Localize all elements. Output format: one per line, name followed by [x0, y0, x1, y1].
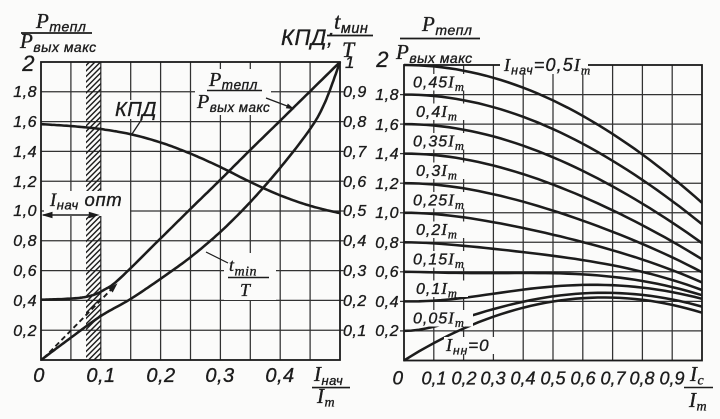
- svg-text:0,2: 0,2: [343, 293, 367, 310]
- svg-text:0,2: 0,2: [375, 323, 399, 340]
- svg-text:0,4: 0,4: [375, 294, 399, 311]
- svg-text:0,3: 0,3: [480, 369, 505, 389]
- svg-text:Iнач=0,5Im: Iнач=0,5Im: [503, 55, 591, 78]
- svg-text:0,5: 0,5: [343, 203, 367, 220]
- svg-text:КПД: КПД: [115, 99, 157, 121]
- svg-text:0,4Im: 0,4Im: [416, 102, 458, 124]
- svg-text:Pвых макс: Pвых макс: [196, 91, 270, 115]
- svg-text:0,2: 0,2: [146, 365, 175, 387]
- svg-text:1,0: 1,0: [375, 205, 399, 222]
- svg-text:0,6: 0,6: [13, 263, 37, 280]
- svg-text:0,1: 0,1: [86, 365, 115, 387]
- svg-text:0,8: 0,8: [13, 233, 37, 250]
- svg-text:0,8: 0,8: [629, 369, 654, 389]
- svg-text:0,9: 0,9: [659, 369, 684, 389]
- svg-text:1,8: 1,8: [13, 84, 37, 101]
- svg-text:0,6: 0,6: [343, 174, 367, 191]
- svg-text:0,2: 0,2: [451, 369, 476, 389]
- svg-text:0,1: 0,1: [421, 369, 446, 389]
- svg-text:Pтепл: Pтепл: [208, 69, 258, 93]
- svg-text:0,6: 0,6: [375, 264, 399, 281]
- svg-text:T: T: [342, 37, 356, 62]
- svg-text:0: 0: [392, 369, 403, 390]
- svg-text:0,9: 0,9: [343, 84, 367, 101]
- svg-text:0,7: 0,7: [600, 369, 626, 389]
- svg-text:1,6: 1,6: [375, 117, 399, 134]
- svg-text:2: 2: [375, 47, 389, 72]
- svg-text:0,5: 0,5: [540, 369, 566, 389]
- svg-text:1,2: 1,2: [375, 176, 399, 193]
- svg-text:1,4: 1,4: [13, 144, 37, 161]
- svg-text:1,6: 1,6: [13, 114, 37, 131]
- svg-text:0,7: 0,7: [343, 144, 367, 161]
- svg-text:Pтепл: Pтепл: [35, 9, 86, 35]
- svg-text:0,8: 0,8: [343, 114, 367, 131]
- svg-text:Pвых макс: Pвых макс: [19, 29, 97, 55]
- svg-text:0,1Im: 0,1Im: [416, 279, 458, 301]
- svg-text:Iнач опт: Iнач опт: [49, 189, 122, 213]
- svg-text:0,3: 0,3: [205, 365, 234, 387]
- svg-text:0,25Im: 0,25Im: [413, 191, 465, 213]
- svg-text:0,4: 0,4: [510, 369, 535, 389]
- svg-text:0,35Im: 0,35Im: [413, 132, 465, 154]
- svg-text:0,1: 0,1: [343, 323, 367, 340]
- svg-text:0: 0: [33, 365, 45, 387]
- svg-text:Pтепл: Pтепл: [421, 12, 472, 38]
- svg-text:0,6: 0,6: [570, 369, 596, 389]
- svg-text:0,4: 0,4: [343, 233, 367, 250]
- svg-text:T: T: [240, 280, 252, 300]
- svg-text:Pвых макс: Pвых макс: [395, 40, 473, 66]
- svg-text:0,45Im: 0,45Im: [413, 73, 465, 95]
- svg-text:КПД;: КПД;: [281, 25, 334, 50]
- svg-text:0,8: 0,8: [375, 235, 399, 252]
- svg-text:1,2: 1,2: [13, 174, 37, 191]
- svg-text:0,15Im: 0,15Im: [413, 250, 465, 272]
- svg-text:Iнн=0: Iнн=0: [445, 335, 490, 358]
- svg-text:0,05Im: 0,05Im: [413, 309, 465, 331]
- svg-text:1,0: 1,0: [13, 203, 37, 220]
- svg-text:2: 2: [21, 51, 35, 76]
- svg-text:0,3Im: 0,3Im: [416, 161, 458, 183]
- svg-text:1,4: 1,4: [375, 146, 399, 163]
- svg-text:0,2Im: 0,2Im: [416, 220, 458, 242]
- svg-text:0,2: 0,2: [13, 323, 37, 340]
- svg-text:0,4: 0,4: [265, 365, 294, 387]
- svg-text:1,8: 1,8: [375, 87, 399, 104]
- svg-text:0,3: 0,3: [343, 263, 367, 280]
- svg-text:0,4: 0,4: [13, 293, 37, 310]
- svg-text:1: 1: [345, 53, 355, 72]
